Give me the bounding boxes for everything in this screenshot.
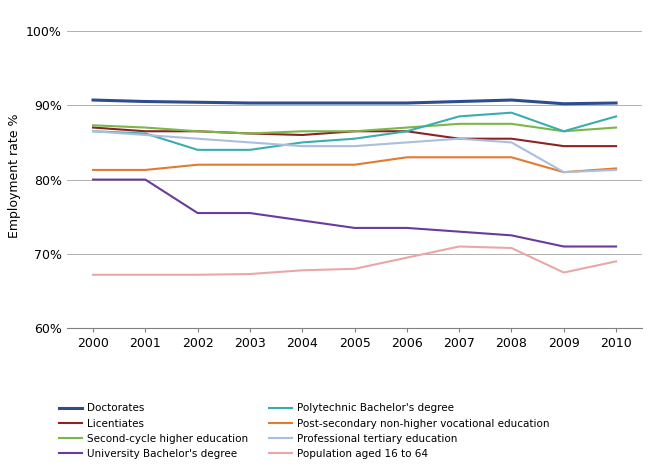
University Bachelor's degree xyxy=(89,177,97,182)
Professional tertiary education xyxy=(246,140,254,145)
Line: Polytechnic Bachelor's degree: Polytechnic Bachelor's degree xyxy=(93,113,616,150)
Professional tertiary education xyxy=(455,136,463,142)
Doctorates xyxy=(455,98,463,104)
Polytechnic Bachelor's degree xyxy=(298,140,306,145)
Licentiates xyxy=(193,129,201,134)
Licentiates xyxy=(89,125,97,130)
Population aged 16 to 64 xyxy=(246,271,254,277)
Line: Licentiates: Licentiates xyxy=(93,128,616,146)
Population aged 16 to 64 xyxy=(403,255,411,260)
Post-secondary non-higher vocational education xyxy=(351,162,359,167)
Second-cycle higher education xyxy=(298,129,306,134)
Post-secondary non-higher vocational education xyxy=(612,166,620,171)
Second-cycle higher education xyxy=(612,125,620,130)
Population aged 16 to 64 xyxy=(560,270,568,275)
Post-secondary non-higher vocational education xyxy=(455,154,463,160)
Polytechnic Bachelor's degree xyxy=(141,131,149,136)
Post-secondary non-higher vocational education xyxy=(403,154,411,160)
Second-cycle higher education xyxy=(508,121,516,127)
Polytechnic Bachelor's degree xyxy=(403,129,411,134)
Second-cycle higher education xyxy=(560,129,568,134)
Licentiates xyxy=(612,144,620,149)
University Bachelor's degree xyxy=(141,177,149,182)
Professional tertiary education xyxy=(141,132,149,138)
Doctorates xyxy=(141,98,149,104)
Second-cycle higher education xyxy=(403,125,411,130)
Professional tertiary education xyxy=(403,140,411,145)
Doctorates xyxy=(560,101,568,106)
University Bachelor's degree xyxy=(246,210,254,216)
Professional tertiary education xyxy=(89,129,97,134)
Licentiates xyxy=(298,132,306,138)
Polytechnic Bachelor's degree xyxy=(89,129,97,134)
Licentiates xyxy=(351,129,359,134)
Population aged 16 to 64 xyxy=(89,272,97,278)
University Bachelor's degree xyxy=(403,225,411,231)
Licentiates xyxy=(455,136,463,142)
Polytechnic Bachelor's degree xyxy=(193,147,201,153)
Polytechnic Bachelor's degree xyxy=(612,113,620,119)
Second-cycle higher education xyxy=(246,131,254,136)
Licentiates xyxy=(508,136,516,142)
Line: Doctorates: Doctorates xyxy=(93,100,616,104)
Post-secondary non-higher vocational education xyxy=(89,167,97,173)
Second-cycle higher education xyxy=(351,129,359,134)
Polytechnic Bachelor's degree xyxy=(246,147,254,153)
Line: Second-cycle higher education: Second-cycle higher education xyxy=(93,124,616,134)
Doctorates xyxy=(612,100,620,106)
Population aged 16 to 64 xyxy=(455,244,463,250)
Population aged 16 to 64 xyxy=(141,272,149,278)
Professional tertiary education xyxy=(351,144,359,149)
Professional tertiary education xyxy=(612,167,620,173)
Legend: Doctorates, Licentiates, Second-cycle higher education, University Bachelor's de: Doctorates, Licentiates, Second-cycle hi… xyxy=(59,403,549,459)
University Bachelor's degree xyxy=(612,244,620,250)
Licentiates xyxy=(560,144,568,149)
Second-cycle higher education xyxy=(141,125,149,130)
Polytechnic Bachelor's degree xyxy=(560,129,568,134)
Professional tertiary education xyxy=(560,169,568,175)
Line: Population aged 16 to 64: Population aged 16 to 64 xyxy=(93,247,616,275)
Professional tertiary education xyxy=(508,140,516,145)
University Bachelor's degree xyxy=(508,233,516,238)
Doctorates xyxy=(508,97,516,103)
Polytechnic Bachelor's degree xyxy=(508,110,516,115)
Doctorates xyxy=(193,99,201,105)
Post-secondary non-higher vocational education xyxy=(560,169,568,175)
Post-secondary non-higher vocational education xyxy=(141,167,149,173)
Licentiates xyxy=(141,129,149,134)
Second-cycle higher education xyxy=(455,121,463,127)
Doctorates xyxy=(298,100,306,106)
Post-secondary non-higher vocational education xyxy=(246,162,254,167)
Y-axis label: Employment rate %: Employment rate % xyxy=(7,113,21,238)
Population aged 16 to 64 xyxy=(351,266,359,272)
Polytechnic Bachelor's degree xyxy=(351,136,359,142)
Population aged 16 to 64 xyxy=(612,258,620,264)
University Bachelor's degree xyxy=(193,210,201,216)
Doctorates xyxy=(246,100,254,106)
Post-secondary non-higher vocational education xyxy=(298,162,306,167)
Line: Post-secondary non-higher vocational education: Post-secondary non-higher vocational edu… xyxy=(93,157,616,172)
Post-secondary non-higher vocational education xyxy=(508,154,516,160)
Doctorates xyxy=(351,100,359,106)
Professional tertiary education xyxy=(298,144,306,149)
University Bachelor's degree xyxy=(298,218,306,223)
Professional tertiary education xyxy=(193,136,201,142)
Second-cycle higher education xyxy=(193,129,201,134)
University Bachelor's degree xyxy=(560,244,568,250)
Line: University Bachelor's degree: University Bachelor's degree xyxy=(93,180,616,247)
Population aged 16 to 64 xyxy=(193,272,201,278)
Second-cycle higher education xyxy=(89,122,97,128)
University Bachelor's degree xyxy=(455,229,463,234)
Post-secondary non-higher vocational education xyxy=(193,162,201,167)
Polytechnic Bachelor's degree xyxy=(455,113,463,119)
Doctorates xyxy=(403,100,411,106)
Licentiates xyxy=(246,131,254,136)
University Bachelor's degree xyxy=(351,225,359,231)
Population aged 16 to 64 xyxy=(298,267,306,273)
Doctorates xyxy=(89,97,97,103)
Line: Professional tertiary education: Professional tertiary education xyxy=(93,131,616,172)
Licentiates xyxy=(403,129,411,134)
Population aged 16 to 64 xyxy=(508,245,516,251)
